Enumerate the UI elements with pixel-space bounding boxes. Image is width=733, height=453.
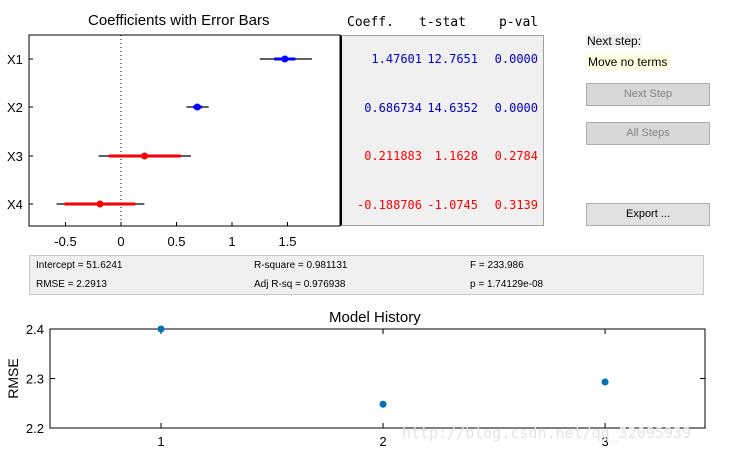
- history-y-tick-label: 2.3: [26, 372, 44, 387]
- history-x-tick-label: 2: [379, 434, 386, 449]
- coef-estimate-point: [141, 152, 149, 160]
- history-y-axis-label: RMSE: [5, 358, 21, 398]
- table-cell-pval: 0.0000: [494, 101, 538, 115]
- table-cell-tstat: 14.6352: [427, 101, 478, 115]
- export-button[interactable]: Export ...: [586, 203, 710, 226]
- all-steps-button[interactable]: All Steps: [586, 122, 710, 145]
- header-pval: p-val: [499, 15, 539, 30]
- table-cell-coeff: 0.211883: [364, 149, 422, 163]
- term-label: X2: [7, 100, 23, 115]
- p-stat: p = 1.74129e-08: [470, 279, 544, 290]
- history-y-tick-label: 2.4: [26, 322, 44, 337]
- history-data-point: [379, 400, 387, 408]
- coef-estimate-point: [193, 103, 201, 111]
- table-cell-tstat: 1.1628: [434, 149, 478, 163]
- header-tstat: t-stat: [419, 15, 466, 30]
- history-y-tick-label: 2.2: [26, 421, 44, 436]
- x-tick-label: -0.5: [54, 234, 76, 249]
- watermark: http://blog.csdn.net/qq_32095939: [402, 424, 691, 442]
- table-cell-coeff: 1.47601: [371, 52, 422, 66]
- rsquare-stat: R-square = 0.981131: [254, 260, 348, 271]
- history-data-point: [157, 325, 165, 333]
- x-tick-label: 0: [117, 234, 124, 249]
- next-step-button[interactable]: Next Step: [586, 83, 710, 106]
- history-data-point: [601, 378, 609, 386]
- table-cell-tstat: 12.7651: [427, 52, 478, 66]
- f-stat: F = 233.986: [470, 260, 524, 271]
- history-chart-title: Model History: [329, 309, 421, 326]
- term-label: X4: [7, 197, 23, 212]
- table-cell-pval: 0.0000: [494, 52, 538, 66]
- intercept-stat: Intercept = 51.6241: [36, 260, 123, 271]
- next-step-label: Next step:: [586, 34, 643, 48]
- term-label: X1: [7, 52, 23, 67]
- coef-estimate-point: [96, 200, 104, 208]
- table-cell-pval: 0.2784: [494, 149, 538, 163]
- history-x-tick-label: 3: [601, 434, 608, 449]
- table-cell-coeff: 0.686734: [364, 101, 422, 115]
- coef-plot-title: Coefficients with Error Bars: [88, 12, 270, 29]
- next-step-value: Move no terms: [586, 54, 670, 70]
- term-label: X3: [7, 149, 23, 164]
- history-axes-box: [49, 328, 706, 429]
- table-cell-tstat: -1.0745: [427, 198, 478, 212]
- adj-rsq-stat: Adj R-sq = 0.976938: [254, 279, 346, 290]
- table-cell-pval: 0.3139: [494, 198, 538, 212]
- table-cell-coeff: -0.188706: [356, 198, 422, 212]
- stats-panel: Intercept = 51.6241 RMSE = 2.2913 R-squa…: [29, 255, 704, 295]
- x-tick-label: 0.5: [167, 234, 185, 249]
- history-x-tick-label: 1: [157, 434, 164, 449]
- x-tick-label: 1: [228, 234, 235, 249]
- header-coeff: Coeff.: [347, 15, 394, 30]
- coef-estimate-point: [281, 55, 289, 63]
- rmse-stat: RMSE = 2.2913: [36, 279, 107, 290]
- coef-table-panel: [340, 35, 544, 226]
- x-tick-label: 1.5: [278, 234, 296, 249]
